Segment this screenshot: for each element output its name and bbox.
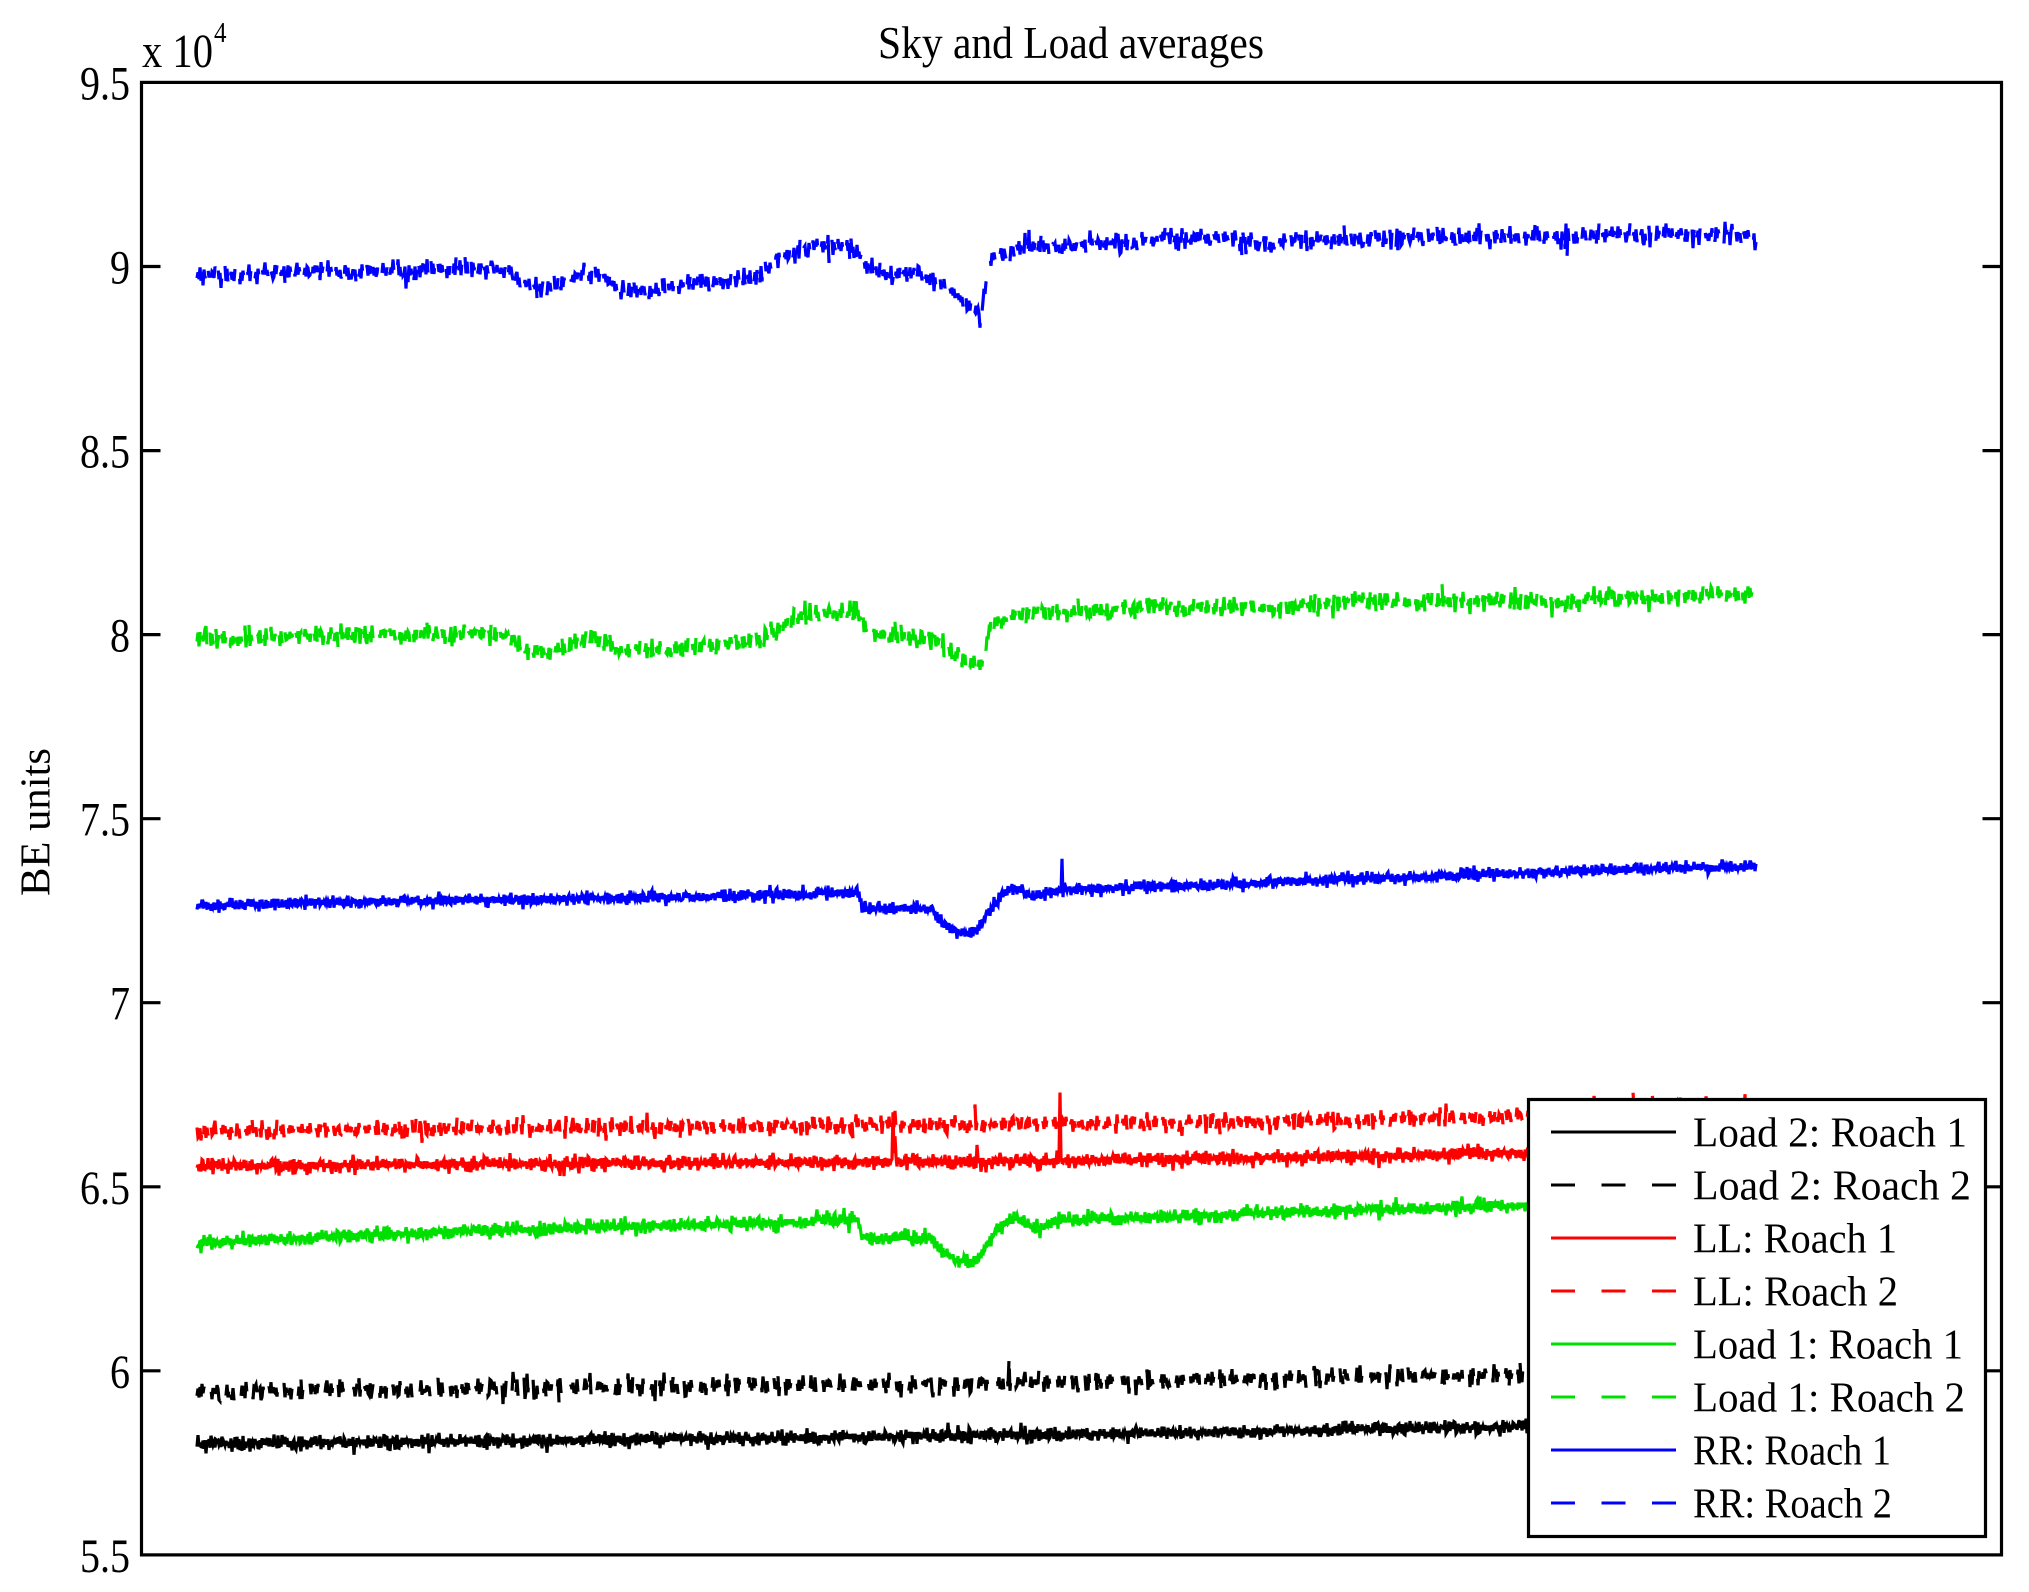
svg-text:Load 2: Roach 1: Load 2: Roach 1 [1693,1111,1967,1157]
svg-text:7.5: 7.5 [80,794,130,847]
svg-text:5.5: 5.5 [80,1530,130,1583]
svg-text:7: 7 [110,978,130,1031]
svg-text:Load 1: Roach 1: Load 1: Roach 1 [1693,1323,1963,1369]
svg-text:Load 2: Roach 2: Load 2: Roach 2 [1693,1164,1971,1210]
svg-text:9: 9 [110,242,130,295]
svg-text:RR: Roach 1: RR: Roach 1 [1693,1429,1891,1475]
svg-text:6.5: 6.5 [80,1162,130,1215]
svg-text:RR: Roach 2: RR: Roach 2 [1693,1482,1892,1528]
svg-text:6: 6 [110,1346,130,1399]
svg-text:8.5: 8.5 [80,426,130,479]
svg-text:LL: Roach 1: LL: Roach 1 [1693,1217,1897,1263]
svg-text:8: 8 [110,610,130,663]
svg-text:BE units: BE units [14,748,60,896]
svg-text:9.5: 9.5 [80,57,130,110]
svg-text:LL: Roach 2: LL: Roach 2 [1693,1270,1898,1316]
svg-text:Sky and Load averages: Sky and Load averages [878,18,1264,68]
svg-text:x 10: x 10 [142,25,213,78]
svg-text:4: 4 [214,17,227,49]
svg-text:Load 1: Roach 2: Load 1: Roach 2 [1693,1376,1965,1422]
